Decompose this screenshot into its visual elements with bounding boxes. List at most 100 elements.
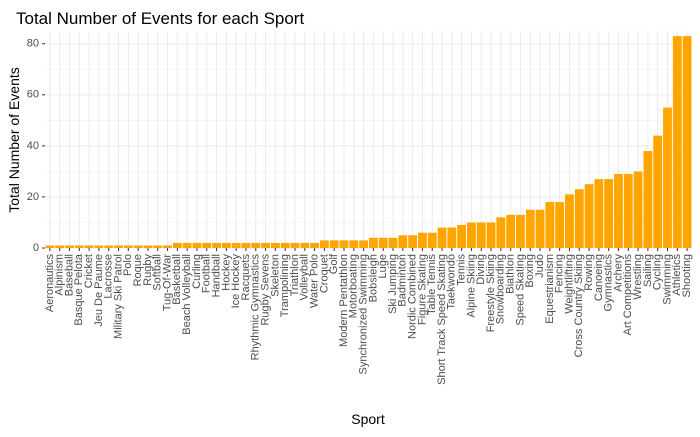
bar [153,245,163,248]
minor-gridlines [45,68,692,223]
bar [368,237,378,248]
x-tick-label: Freestyle Skiing [485,254,497,332]
bar [359,240,369,248]
bar [496,217,506,248]
x-tick-label: Ski Jumping [387,254,399,314]
x-tick-label: Canoeing [593,254,605,301]
x-tick-label: Alpine Skiing [465,254,477,318]
x-tick-label: Hockey [220,254,232,291]
bars [45,36,692,249]
x-tick-label: Cricket [83,254,95,288]
y-tick-label: 0 [33,242,39,254]
x-tick-label: Ice Hockey [230,254,242,309]
x-tick-label: Speed Skating [514,254,526,326]
bar [339,240,349,248]
bar [114,245,123,248]
x-tick-label: Golf [328,253,340,274]
bar [633,171,643,248]
bar [65,245,74,248]
y-tick-label: 60 [27,89,39,101]
bar [192,242,202,248]
bar [123,245,133,248]
x-tick-label: Lacrosse [103,254,115,299]
x-tick-label: Athletics [671,254,683,296]
x-tick-label: Tug-Of-War [161,254,173,312]
x-tick-label: Sailing [642,254,654,287]
bar [506,214,516,248]
x-tick-label: Cross Country Skiing [573,254,585,357]
x-tick-label: Rowing [583,254,595,291]
bar [447,227,457,248]
x-tick-label: Jeu De Paume [93,254,105,327]
x-tick-label: Equestrianism [544,254,556,324]
bar [241,242,251,248]
bar [535,209,545,248]
bar [408,235,418,248]
x-tick-label: Tennis [456,254,468,286]
bar [182,242,192,248]
x-tick-label: Bobsleigh [367,254,379,302]
bar [574,189,584,248]
x-axis-title: Sport [351,411,385,427]
bar [418,232,427,248]
y-tick-label: 40 [27,140,39,152]
x-tick-label: Football [201,254,213,293]
y-axis: 0 20 40 60 80 [27,38,45,254]
x-tick-label: Nordic Combined [407,254,419,339]
bar [202,242,212,248]
x-tick-label: Basque Pelota [73,253,85,325]
bar [55,245,65,248]
y-axis-title: Total Number of Events [6,67,22,213]
x-tick-label: Luge [377,254,389,278]
x-tick-label: Taekwondo [446,254,458,310]
x-tick-label: Weightlifting [563,254,575,314]
x-tick-label: Polo [122,254,134,276]
bar [682,36,692,248]
bar [349,240,359,248]
bar [427,232,437,248]
bar [663,107,672,249]
y-tick-label: 20 [27,191,39,203]
x-tick-label: Modern Pentathlon [338,254,350,347]
bar [388,237,398,248]
bar [565,194,574,248]
bar [467,222,476,248]
x-tick-label: Snowboarding [495,254,507,324]
x-tick-label: Motorboating [348,254,360,318]
bar [594,179,604,248]
x-tick-label: Table Tennis [426,254,438,315]
x-tick-label: Roque [132,254,144,286]
bar [310,242,319,248]
x-tick-label: Handball [210,254,222,297]
bar [604,179,614,248]
x-tick-label: Swimming [661,254,673,305]
bar [555,202,565,248]
bar [545,202,555,248]
bar [133,245,143,248]
x-tick-label: Beach Volleyball [181,254,193,335]
bar [251,242,261,248]
plot-panel [45,31,692,248]
bar [437,227,447,248]
bar [319,240,329,248]
x-tick-label: Baseball [63,254,75,296]
x-tick-label: Biathlon [505,254,517,294]
bar [300,242,310,248]
x-tick-label: Cycling [652,254,664,290]
bar [221,242,231,248]
x-tick-label: Diving [475,254,487,285]
x-tick-label: Art Competitions [622,254,634,336]
bar [398,235,408,248]
x-tick-label: Alpinism [54,254,66,296]
bar [280,242,290,248]
x-tick-label: Basketball [171,254,183,305]
x-tick-label: Triathlon [289,254,301,296]
bar [672,36,682,248]
x-tick-label: Badminton [397,254,409,307]
x-tick-label: Skeleton [269,254,281,297]
major-gridlines [45,31,692,249]
bar [290,242,300,248]
bar [94,245,104,248]
